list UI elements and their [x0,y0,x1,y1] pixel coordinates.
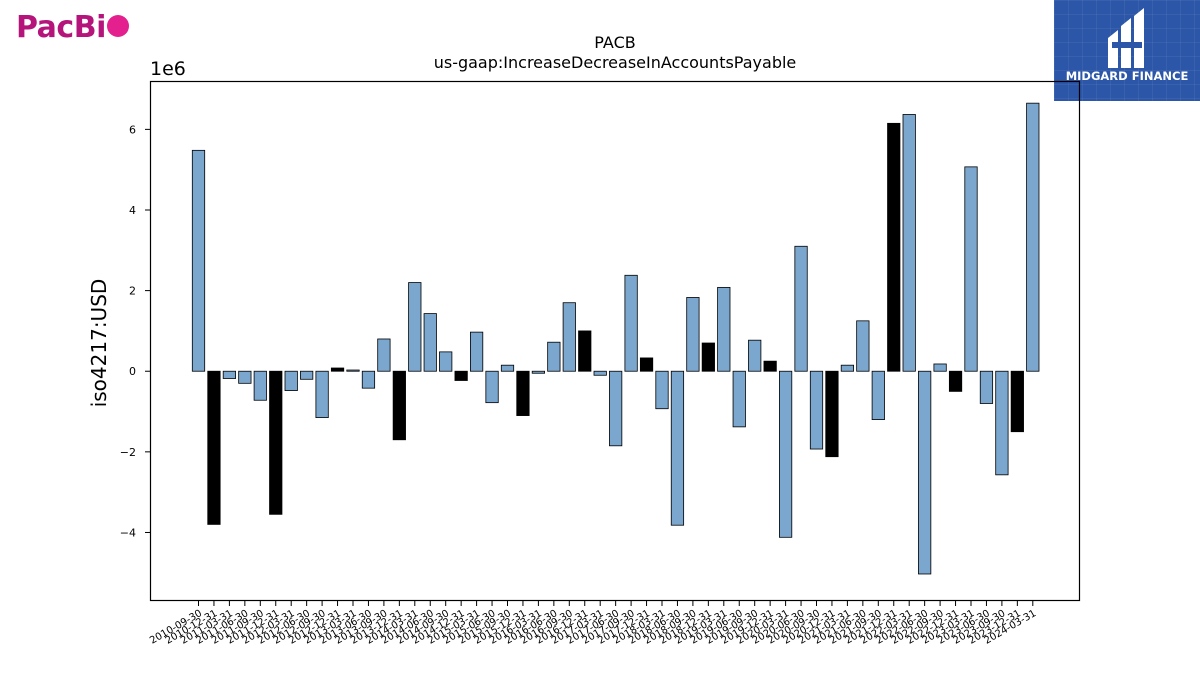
bar-2022-09-30 [933,363,947,372]
bar-2017-09-30 [624,274,638,372]
bar-2018-12-31 [701,342,715,372]
bar-2012-03-31 [284,370,298,391]
bar-2024-03-31 [1026,102,1040,372]
y-tick-label: 4 [129,204,136,217]
bar-2018-09-30 [686,297,700,372]
bar-2023-06-30 [979,370,994,404]
midgard-finance-logo: MIDGARD FINANCE [1054,0,1200,101]
bar-2023-03-31 [964,166,978,372]
bar-2021-09-30 [871,370,885,421]
bar-2011-06-30 [238,370,252,384]
bar-2011-09-30 [253,370,267,401]
bar-2019-03-31 [717,286,731,372]
chart-title: PACB [594,33,635,52]
bar-2020-03-31 [779,370,793,538]
bar-2013-03-31 [346,369,360,372]
bar-2015-12-31 [516,370,530,416]
y-tick-label: −4 [120,526,136,539]
chart-subtitle: us-gaap:IncreaseDecreaseInAccountsPayabl… [434,53,797,72]
midgard-finance-name: MIDGARD FINANCE [1065,69,1189,83]
bars-group [191,102,1040,575]
bar-2023-09-30 [995,370,1009,476]
bar-2011-12-31 [269,370,283,515]
bar-2015-06-30 [485,370,499,404]
bar-2014-09-30 [439,351,453,372]
bar-2018-03-31 [655,370,669,410]
bar-2022-03-31 [902,114,916,372]
plot-frame [149,80,1081,602]
bar-2020-09-30 [809,370,824,450]
y-offset-label: 1e6 [150,58,186,80]
x-axis-ticks: 2010-09-302010-12-312011-03-312011-06-30… [148,601,1038,647]
bar-2013-09-30 [377,338,391,372]
y-tick-label: 2 [129,285,136,298]
bar-2022-06-30 [918,370,932,575]
bar-2015-09-30 [500,364,515,372]
bar-2014-12-31 [454,370,468,381]
bar-2014-06-30 [423,313,437,372]
bar-2018-06-30 [670,370,685,526]
bar-2010-12-31 [207,370,221,525]
y-tick-label: −2 [120,446,136,459]
y-axis-label: iso4217:USD [87,279,111,408]
bar-2023-12-31 [1010,370,1024,433]
pacbio-logo: PacBi [16,10,129,45]
bar-2015-03-31 [469,331,484,372]
bar-2013-06-30 [361,370,376,389]
bar-2019-06-30 [732,370,746,428]
bar-2022-12-31 [948,370,963,392]
pacbio-logo-dot-icon [106,15,129,37]
y-axis-ticks: −4 −2 0 2 4 6 [120,123,150,539]
bar-2020-06-30 [794,245,808,372]
bar-2017-03-31 [593,370,607,376]
bar-2011-03-31 [222,370,236,379]
bar-2016-12-31 [578,330,592,372]
bar-2019-09-30 [748,339,762,372]
bar-2016-06-30 [547,341,561,372]
bar-2017-12-31 [639,357,654,372]
bar-2021-12-31 [887,122,901,372]
bar-2020-12-31 [825,370,839,458]
bar-2016-09-30 [562,302,576,372]
bar-2016-03-31 [531,370,546,374]
bar-2012-12-31 [330,367,345,372]
bar-2013-12-31 [392,370,406,441]
y-tick-label: 6 [129,123,136,136]
pacbio-logo-text: PacBi [16,10,106,45]
bar-2012-06-30 [300,370,314,380]
bar-2012-09-30 [315,370,329,418]
midgard-mark-icon [1108,8,1144,68]
bar-2021-03-31 [840,364,855,372]
y-tick-label: 0 [129,365,136,378]
bar-2017-06-30 [609,370,623,447]
bar-2014-03-31 [408,282,422,372]
bar-2021-06-30 [856,320,870,372]
bar-2010-09-30 [191,149,206,372]
bar-2019-12-31 [763,360,777,372]
